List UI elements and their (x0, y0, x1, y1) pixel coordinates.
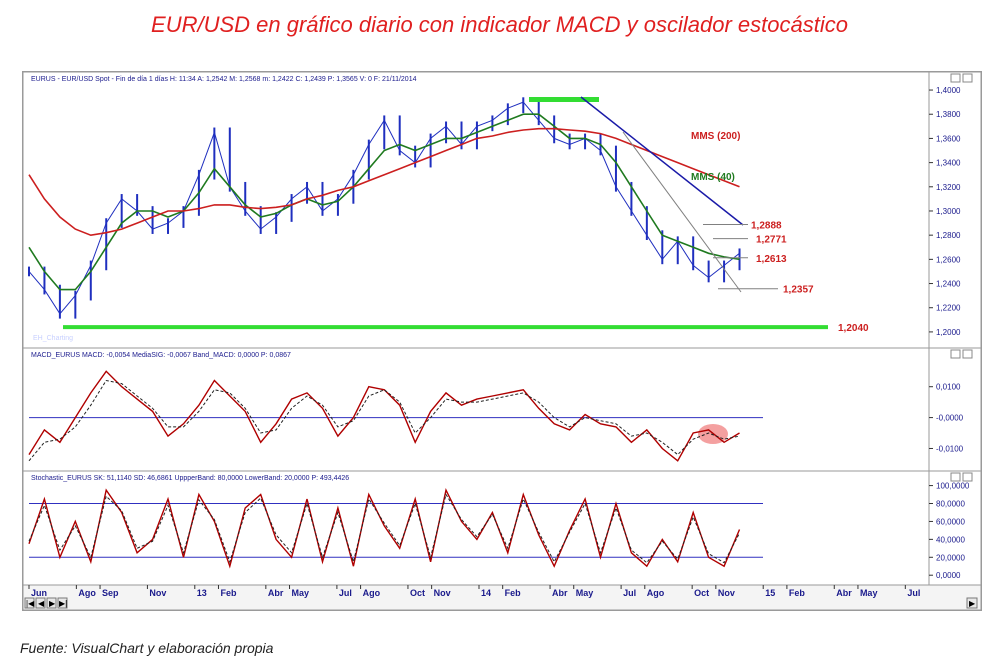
y-tick-label: 1,2000 (936, 328, 961, 337)
x-tick-label: Abr (836, 588, 852, 598)
time-axis (22, 584, 982, 611)
y-tick-label: 0,0100 (936, 383, 961, 392)
level-label-1-2771: 1,2771 (756, 235, 787, 246)
scroll-right-button[interactable]: ▶ (966, 597, 978, 609)
macd-panel (22, 347, 982, 472)
time-axis-labels: Jun Ago Sep Nov 13 Feb Abr May Jul Ago Oct Nov 14 Feb… (28, 585, 920, 598)
y-tick-label: -0,0000 (936, 414, 964, 423)
x-tick-label: Abr (552, 588, 568, 598)
x-tick-label: Feb (789, 588, 806, 598)
channel-line (622, 131, 742, 293)
x-tick-label: Nov (434, 588, 451, 598)
y-tick-label: 1,2400 (936, 280, 961, 289)
chart-svg: EURUS - EUR/USD Spot - Fin de día 1 días… (22, 71, 982, 611)
stochastic-header: Stochastic_EURUS SK: 51,1140 SD: 46,6861… (31, 475, 349, 482)
y-tick-label: 1,4000 (936, 86, 961, 95)
price-panel (22, 71, 982, 349)
x-tick-label: May (860, 588, 878, 598)
x-tick-label: May (292, 588, 310, 598)
x-tick-label: Jun (31, 588, 47, 598)
y-tick-label: 60,0000 (936, 517, 965, 526)
x-tick-label: Jul (907, 588, 920, 598)
svg-text:▶: ▶ (969, 599, 976, 608)
x-tick-label: 13 (197, 588, 207, 598)
x-tick-label: Jul (623, 588, 636, 598)
price-line (28, 101, 740, 315)
y-tick-label: 1,2800 (936, 231, 961, 240)
y-tick-label: 0,0000 (936, 571, 961, 580)
x-tick-label: Ago (647, 588, 665, 598)
price-panel-controls[interactable] (950, 73, 973, 83)
x-tick-label: 15 (765, 588, 775, 598)
mms40-annotation: MMS (40) (691, 172, 735, 183)
x-tick-label: Oct (410, 588, 425, 598)
x-tick-label: Sep (102, 588, 119, 598)
y-tick-label: 1,3600 (936, 134, 961, 143)
scroll-prev-button[interactable]: ◀ (35, 597, 46, 609)
signal-line (28, 379, 740, 462)
x-tick-label: Abr (268, 588, 284, 598)
x-tick-label: Oct (694, 588, 709, 598)
y-tick-label: 100,0000 (936, 482, 970, 491)
y-tick-label: 20,0000 (936, 553, 965, 562)
x-tick-label: Nov (149, 588, 166, 598)
y-tick-label: 80,0000 (936, 500, 965, 509)
y-tick-label: 1,3000 (936, 207, 961, 216)
price-header: EURUS - EUR/USD Spot - Fin de día 1 días… (31, 76, 417, 83)
svg-text:▶: ▶ (49, 599, 56, 608)
svg-text:◀: ◀ (38, 599, 45, 608)
y-tick-label: -0,0100 (936, 444, 964, 453)
y-tick-label: 40,0000 (936, 535, 965, 544)
stochastic-panel (22, 470, 982, 586)
mms40-line (28, 113, 740, 291)
x-tick-label: Nov (718, 588, 735, 598)
y-tick-label: 1,2600 (936, 255, 961, 264)
chart-window: EURUS - EUR/USD Spot - Fin de día 1 días… (22, 71, 982, 611)
scroll-next-button[interactable]: ▶ (46, 597, 57, 609)
y-tick-label: 1,3800 (936, 110, 961, 119)
y-tick-label: 1,2200 (936, 304, 961, 313)
level-label-1-2357: 1,2357 (783, 285, 814, 296)
x-tick-label: 14 (481, 588, 491, 598)
stochastic-panel-controls[interactable] (950, 472, 973, 482)
x-tick-label: Feb (505, 588, 522, 598)
price-chart: 1,4000 1,3800 1,3600 1,3400 1,3200 1,3000 1,28… (28, 86, 961, 337)
macd-header: MACD_EURUS MACD: -0,0054 MediaSIG: -0,00… (31, 352, 291, 359)
x-tick-label: Jul (339, 588, 352, 598)
stochastic-sd-line (28, 493, 740, 564)
price-watermark: EH_Charting (33, 335, 73, 342)
mms200-annotation: MMS (200) (691, 131, 740, 142)
y-tick-label: 1,3200 (936, 183, 961, 192)
mms200-line (28, 127, 740, 237)
macd-panel-controls[interactable] (950, 349, 973, 359)
scroll-last-button[interactable]: ▶| (57, 597, 68, 609)
source-note: Fuente: VisualChart y elaboración propia (20, 640, 274, 656)
level-label-1-2613: 1,2613 (756, 254, 787, 265)
stochastic-chart: 100,0000 80,0000 60,0000 40,0000 20,0000 0,00… (28, 482, 970, 580)
svg-text:|◀: |◀ (26, 599, 35, 608)
top-marker (529, 97, 599, 102)
x-tick-label: May (576, 588, 594, 598)
x-tick-label: Ago (363, 588, 381, 598)
y-tick-label: 1,3400 (936, 159, 961, 168)
scroll-first-button[interactable]: |◀ (24, 597, 35, 609)
x-tick-label: Feb (220, 588, 237, 598)
level-label-1-2888: 1,2888 (751, 221, 782, 232)
svg-text:▶|: ▶| (59, 599, 67, 608)
x-tick-label: Ago (78, 588, 96, 598)
macd-line (28, 370, 740, 462)
trend-line (580, 96, 744, 226)
level-label-1-2040: 1,2040 (838, 323, 869, 334)
chart-title: EUR/USD en gráfico diario con indicador … (151, 12, 848, 37)
macd-chart: 0,0100 -0,0000 -0,0100 (28, 370, 964, 462)
